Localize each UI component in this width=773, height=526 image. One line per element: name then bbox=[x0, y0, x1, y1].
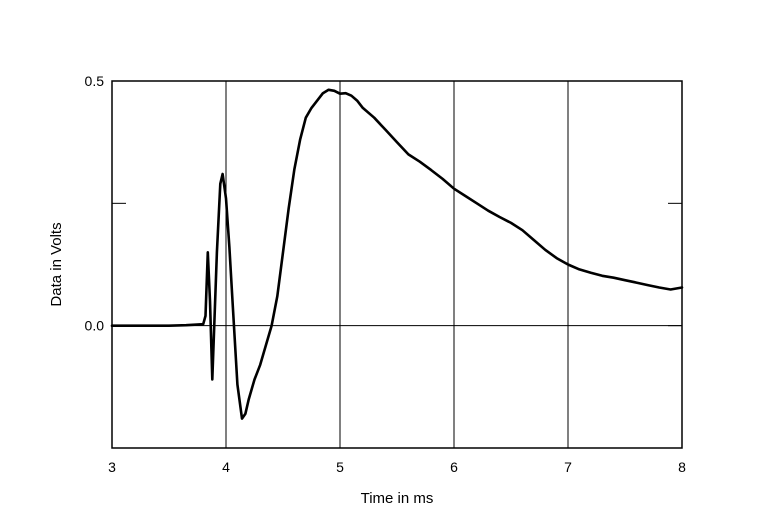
x-tick-label: 5 bbox=[336, 459, 344, 475]
x-tick-label: 6 bbox=[450, 459, 458, 475]
y-tick-label: 0.5 bbox=[85, 73, 105, 89]
series-line bbox=[110, 88, 684, 420]
y-tick-label: 0.0 bbox=[85, 318, 105, 334]
x-axis-title: Time in ms bbox=[361, 490, 434, 507]
grid bbox=[112, 81, 682, 448]
x-tick-label: 7 bbox=[564, 459, 572, 475]
x-tick-label: 8 bbox=[678, 459, 686, 475]
tick-labels: 3 4 5 6 7 8 0.5 0.0 bbox=[85, 73, 687, 475]
x-tick-label: 3 bbox=[108, 459, 116, 475]
y-axis-title: Data in Volts bbox=[48, 222, 65, 306]
plot-frame bbox=[111, 80, 683, 449]
x-tick-label: 4 bbox=[222, 459, 230, 475]
axis-ticks bbox=[111, 80, 683, 449]
